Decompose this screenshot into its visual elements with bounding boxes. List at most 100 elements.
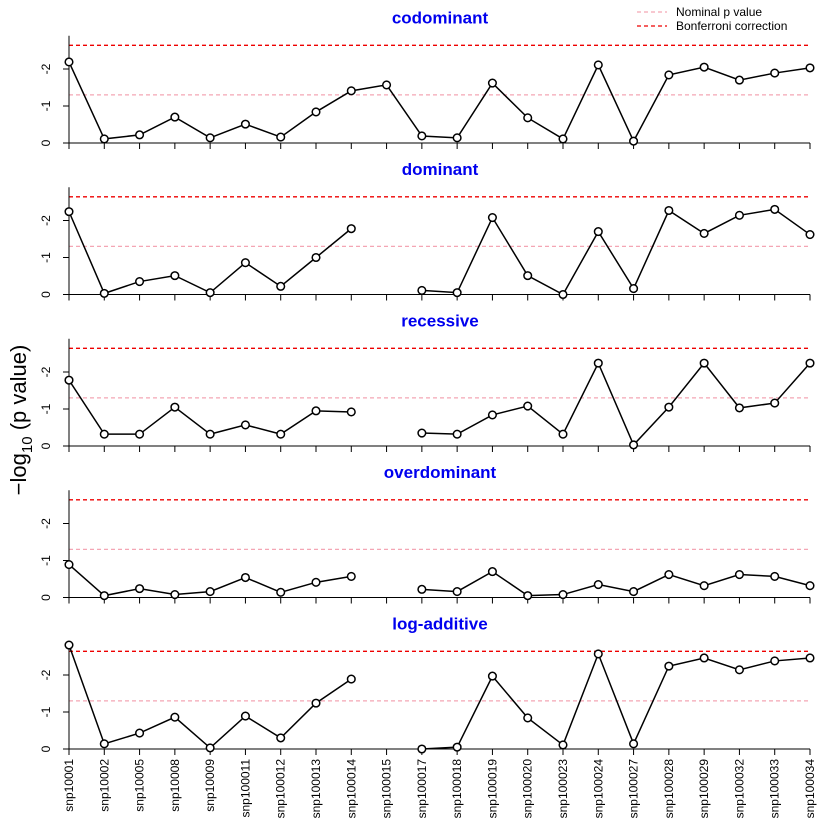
y-tick-label: -2 [39,63,53,74]
point [699,581,709,591]
point [64,57,74,67]
x-tick-label: snp100018 [450,759,464,819]
point [523,401,533,411]
y-tick-label: -2 [39,366,53,377]
point [452,429,462,439]
series-line [68,644,811,750]
point [805,358,815,368]
point [558,740,568,750]
y-axis-label: −log10 (p value) [6,345,36,496]
point [240,119,250,129]
point [276,429,286,439]
point [558,589,568,600]
x-tick-label: snp100023 [556,759,570,819]
y-label-sub: 10 [19,436,36,453]
point [487,212,497,223]
point [99,134,109,144]
point [452,587,462,597]
series-line [68,61,811,143]
panel-title: codominant [392,9,489,28]
point [664,205,674,216]
point [346,674,356,684]
point [664,402,674,412]
point [276,587,286,597]
x-tick-label: snp100011 [238,759,252,818]
point [135,584,145,594]
point [734,665,744,675]
point [558,429,568,439]
point [99,288,109,298]
point [452,133,462,143]
point [452,288,462,298]
y-tick-label: -1 [39,555,53,566]
point [240,572,250,583]
point [311,107,321,117]
legend-label: Bonferroni correction [676,19,787,33]
series-line [68,564,811,597]
series-line [68,361,811,447]
x-tick-label: snp100013 [309,759,323,819]
point [805,653,815,663]
point [417,428,427,438]
point [629,587,639,597]
point [593,227,603,237]
point [699,228,709,238]
y-tick-label: -1 [39,706,53,717]
point [629,136,639,146]
point [734,75,744,85]
point [311,577,321,587]
legend-label: Nominal p value [676,5,762,19]
point [523,271,533,281]
point [770,68,780,78]
x-tick-label: snp100032 [732,759,746,819]
point [593,580,603,590]
x-tick-label: snp100034 [803,759,817,819]
point [487,410,497,420]
point [629,284,639,294]
point [240,420,250,430]
panel-title: overdominant [384,463,497,482]
point [170,589,180,600]
y-tick-label: -1 [39,100,53,111]
point [240,711,250,721]
point [523,713,533,723]
point [99,739,109,749]
x-tick-label: snp100027 [627,759,641,819]
point [64,560,74,570]
point [770,398,780,408]
point [64,640,74,650]
point [593,649,603,659]
point [99,591,109,601]
y-tick-label: 0 [39,594,53,601]
y-tick-label: -1 [39,252,53,263]
point [346,407,356,417]
point [805,63,815,73]
x-tick-label: snp100033 [768,759,782,819]
point [135,429,145,439]
point [346,86,356,96]
point [417,744,427,754]
point [734,403,744,413]
x-tick-label: snp10008 [168,759,182,812]
point [487,78,497,88]
point [734,570,744,580]
point [417,584,427,594]
point [558,289,568,300]
point [170,271,180,281]
point [452,742,462,752]
point [99,429,109,439]
point [417,131,427,141]
point [135,728,145,738]
point [135,130,145,140]
point [699,62,709,72]
point [770,571,780,581]
y-tick-label: -1 [39,403,53,414]
point [205,133,215,143]
point [205,429,215,439]
x-tick-label: snp100028 [662,759,676,819]
point [346,571,356,581]
point [170,712,180,722]
point [64,375,74,385]
